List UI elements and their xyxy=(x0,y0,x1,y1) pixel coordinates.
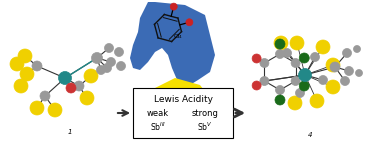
Circle shape xyxy=(275,39,285,49)
Text: Cl₄: Cl₄ xyxy=(174,33,182,38)
Circle shape xyxy=(355,69,363,77)
Circle shape xyxy=(299,68,311,82)
Text: Lewis Acidity: Lewis Acidity xyxy=(153,95,212,104)
Circle shape xyxy=(186,19,193,26)
Polygon shape xyxy=(130,2,215,88)
Circle shape xyxy=(319,76,327,85)
Circle shape xyxy=(40,91,50,101)
Circle shape xyxy=(115,47,124,56)
Circle shape xyxy=(260,77,269,86)
Circle shape xyxy=(96,65,105,75)
Circle shape xyxy=(344,66,353,76)
Circle shape xyxy=(326,58,340,72)
Circle shape xyxy=(14,79,28,93)
Text: weak: weak xyxy=(147,110,169,119)
Circle shape xyxy=(30,101,44,115)
Circle shape xyxy=(282,48,291,57)
Circle shape xyxy=(84,69,98,83)
Circle shape xyxy=(310,52,319,61)
Circle shape xyxy=(66,83,76,93)
Circle shape xyxy=(299,53,309,63)
Circle shape xyxy=(10,57,24,71)
Circle shape xyxy=(276,86,285,95)
Circle shape xyxy=(107,57,116,66)
Circle shape xyxy=(296,89,305,98)
Text: strong: strong xyxy=(192,110,218,119)
Circle shape xyxy=(353,45,361,52)
Circle shape xyxy=(59,72,71,85)
Circle shape xyxy=(260,58,269,67)
Circle shape xyxy=(341,77,350,86)
FancyBboxPatch shape xyxy=(133,88,233,138)
Circle shape xyxy=(342,48,352,57)
Circle shape xyxy=(316,40,330,54)
Circle shape xyxy=(18,49,32,63)
Circle shape xyxy=(288,96,302,110)
Text: Sb$^{V}$: Sb$^{V}$ xyxy=(197,121,213,133)
Circle shape xyxy=(20,67,34,81)
Text: Sb$^{III}$: Sb$^{III}$ xyxy=(150,121,166,133)
Circle shape xyxy=(102,63,112,73)
Circle shape xyxy=(299,81,309,91)
Circle shape xyxy=(116,61,125,70)
Circle shape xyxy=(32,61,42,71)
Circle shape xyxy=(275,95,285,105)
Circle shape xyxy=(276,49,285,58)
Circle shape xyxy=(291,77,300,86)
Circle shape xyxy=(91,52,102,63)
Text: 1: 1 xyxy=(68,129,72,135)
Circle shape xyxy=(274,36,288,50)
Circle shape xyxy=(170,3,177,10)
Circle shape xyxy=(80,91,94,105)
Circle shape xyxy=(48,103,62,117)
Circle shape xyxy=(310,94,324,108)
Circle shape xyxy=(104,43,113,52)
Circle shape xyxy=(74,81,84,91)
Polygon shape xyxy=(145,78,210,108)
Circle shape xyxy=(291,58,300,67)
Circle shape xyxy=(330,62,340,72)
Circle shape xyxy=(252,54,261,63)
Circle shape xyxy=(252,81,261,90)
Text: 4: 4 xyxy=(308,132,312,138)
Circle shape xyxy=(290,36,304,50)
Circle shape xyxy=(326,80,340,94)
